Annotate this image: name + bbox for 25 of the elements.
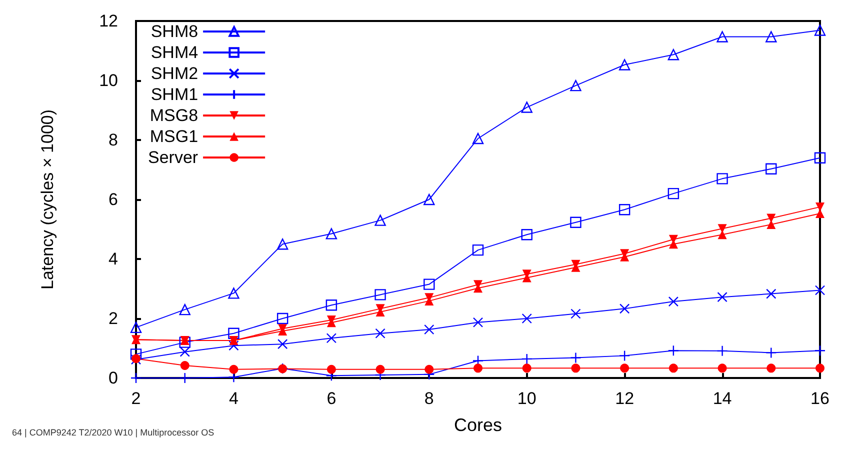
x-tick-label: 2 (131, 389, 141, 408)
legend-label: SHM4 (150, 43, 198, 62)
x-tick-label: 4 (228, 389, 238, 408)
legend-label: SHM8 (150, 22, 198, 41)
legend-label: MSG8 (150, 106, 198, 125)
legend-label: SHM2 (150, 64, 198, 83)
y-tick-label: 2 (108, 309, 118, 328)
y-tick-label: 12 (99, 12, 118, 30)
x-tick-label: 6 (326, 389, 336, 408)
y-tick-label: 0 (108, 368, 118, 388)
x-tick-label: 16 (810, 389, 830, 408)
text: 64 | COMP9242 T2/2020 W10 | Multiprocessor OS (12, 428, 214, 438)
y-axis-title: Latency (cycles × 1000) (38, 109, 57, 290)
x-tick-label: 14 (712, 389, 732, 408)
y-tick-label: 4 (108, 250, 118, 268)
y-tick-label: 8 (108, 130, 118, 150)
x-tick-label: 8 (424, 389, 434, 408)
x-tick-label: 10 (517, 389, 536, 408)
legend-label: SHM1 (150, 85, 198, 104)
legend-label: MSG1 (150, 127, 198, 146)
legend-label: Server (148, 148, 198, 167)
x-axis-title: Cores (454, 415, 502, 435)
y-tick-label: 10 (99, 71, 118, 90)
x-tick-label: 12 (615, 389, 634, 408)
y-tick-label: 6 (108, 190, 118, 209)
